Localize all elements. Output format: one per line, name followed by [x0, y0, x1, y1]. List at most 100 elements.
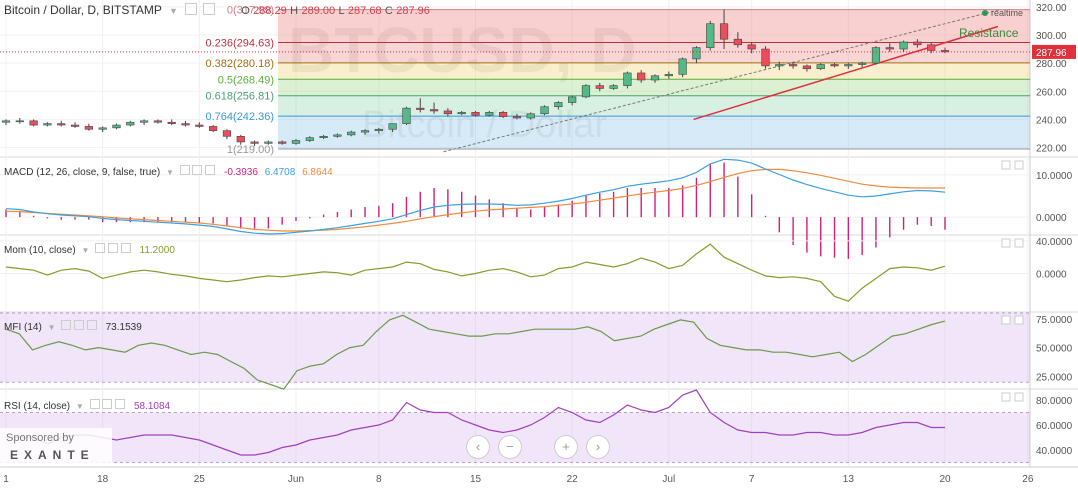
candle[interactable]	[471, 112, 480, 116]
candle[interactable]	[595, 85, 604, 89]
candle[interactable]	[305, 137, 314, 141]
candle[interactable]	[1, 120, 11, 123]
macd-remove-icon[interactable]	[205, 165, 216, 175]
mom-title[interactable]: Mom (10, close)	[4, 245, 76, 256]
mfi-remove-icon[interactable]	[86, 320, 97, 330]
candle[interactable]	[70, 124, 80, 127]
candle[interactable]	[388, 123, 397, 130]
candle[interactable]	[195, 124, 204, 127]
candle[interactable]	[692, 47, 701, 60]
candle[interactable]	[153, 120, 162, 123]
pane-move-down-button[interactable]	[1014, 160, 1024, 170]
visibility-icon[interactable]	[202, 3, 215, 15]
candle[interactable]	[568, 96, 577, 103]
symbol-title[interactable]: Bitcoin / Dollar, D, BITSTAMP	[4, 3, 162, 17]
candle[interactable]	[540, 106, 549, 115]
pane-move-up-button[interactable]	[1001, 160, 1011, 170]
candle[interactable]	[457, 112, 466, 115]
candle[interactable]	[291, 140, 301, 144]
macd-hide-icon[interactable]	[192, 165, 203, 175]
candle[interactable]	[278, 141, 287, 144]
mom-hide-icon[interactable]	[107, 243, 118, 253]
candle[interactable]	[816, 64, 825, 70]
candle[interactable]	[347, 131, 356, 136]
candle[interactable]	[29, 120, 38, 126]
macd-settings-icon[interactable]	[179, 165, 190, 175]
resistance-trend-line[interactable]	[693, 25, 999, 121]
candle[interactable]	[830, 64, 839, 67]
candle[interactable]	[761, 48, 770, 67]
rsi-settings-icon[interactable]	[89, 399, 100, 409]
candle[interactable]	[526, 113, 535, 119]
pane-move-down-button[interactable]	[1014, 238, 1024, 248]
candle[interactable]	[139, 120, 149, 123]
candle[interactable]	[84, 126, 93, 130]
candle[interactable]	[844, 64, 853, 67]
candle[interactable]	[664, 74, 673, 77]
candle[interactable]	[15, 120, 24, 123]
sponsor-badge[interactable]: Sponsored by EXANTE	[0, 428, 112, 466]
candle[interactable]	[374, 128, 383, 131]
candle[interactable]	[637, 72, 646, 81]
candle[interactable]	[899, 41, 908, 50]
mfi-line[interactable]	[5, 314, 946, 390]
scroll-forward-button[interactable]: ›	[586, 435, 610, 459]
candle[interactable]	[98, 127, 107, 130]
macd-title[interactable]: MACD (12, 26, close, 9, false, true)	[4, 167, 161, 178]
candle[interactable]	[319, 135, 328, 139]
candle[interactable]	[402, 107, 411, 124]
candle[interactable]	[57, 123, 66, 126]
mfi-menu-icon[interactable]: ▼	[47, 323, 56, 332]
rsi-title[interactable]: RSI (14, close)	[4, 401, 71, 412]
momentum-line[interactable]	[5, 243, 946, 302]
rsi-line[interactable]	[6, 389, 945, 456]
candle[interactable]	[650, 75, 660, 81]
candle[interactable]	[443, 110, 452, 115]
pane-move-up-button[interactable]	[1001, 238, 1011, 248]
scroll-back-button[interactable]: ‹	[466, 435, 490, 459]
candle[interactable]	[499, 112, 508, 117]
trend-channel-line[interactable]	[443, 9, 1001, 153]
mfi-hide-icon[interactable]	[74, 320, 85, 330]
candle[interactable]	[167, 121, 176, 124]
candle[interactable]	[512, 116, 522, 119]
candle[interactable]	[222, 130, 232, 137]
candle[interactable]	[623, 72, 632, 86]
candle[interactable]	[609, 85, 618, 89]
zoom-in-button[interactable]: +	[554, 435, 578, 459]
candle[interactable]	[775, 64, 784, 67]
resistance-annotation[interactable]: Resistance	[959, 26, 1019, 40]
mom-menu-icon[interactable]: ▼	[81, 246, 90, 255]
pane-move-up-button[interactable]	[1001, 315, 1011, 325]
candle[interactable]	[789, 64, 798, 67]
candle[interactable]	[719, 23, 729, 40]
candle[interactable]	[678, 58, 687, 75]
candle[interactable]	[43, 123, 52, 126]
candle[interactable]	[209, 126, 218, 131]
candle[interactable]	[706, 23, 715, 48]
candle[interactable]	[333, 134, 342, 137]
macd-line[interactable]	[5, 158, 946, 235]
candle[interactable]	[554, 102, 563, 108]
candle[interactable]	[429, 109, 439, 112]
candle[interactable]	[360, 130, 370, 133]
candle[interactable]	[181, 123, 190, 126]
mfi-title[interactable]: MFI (14)	[4, 322, 42, 333]
macd-menu-icon[interactable]: ▼	[165, 168, 174, 177]
rsi-hide-icon[interactable]	[102, 399, 113, 409]
candle[interactable]	[747, 44, 756, 50]
candle[interactable]	[112, 124, 121, 129]
mfi-settings-icon[interactable]	[61, 320, 72, 330]
candle[interactable]	[927, 44, 936, 51]
zoom-out-button[interactable]: −	[498, 435, 522, 459]
candle[interactable]	[250, 141, 259, 144]
candle[interactable]	[802, 65, 812, 70]
candle[interactable]	[871, 47, 881, 64]
mom-remove-icon[interactable]	[120, 243, 131, 253]
mom-settings-icon[interactable]	[95, 243, 106, 253]
settings-icon[interactable]	[185, 3, 198, 15]
candle[interactable]	[913, 41, 922, 46]
candle[interactable]	[416, 107, 425, 110]
candle[interactable]	[485, 112, 494, 116]
candle[interactable]	[126, 121, 135, 126]
